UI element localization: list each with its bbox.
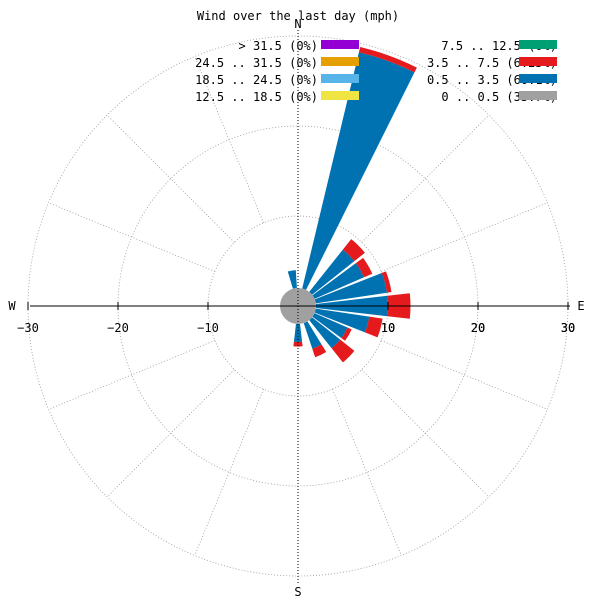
bar-segment-3-5-7-5 [358, 46, 417, 73]
bar-segment-0-5-3-5 [303, 321, 322, 349]
compass-north: N [294, 17, 301, 31]
chart-title: Wind over the last day (mph) [197, 9, 399, 23]
legend-swatch [519, 40, 557, 49]
bar-segment-0-5-3-5 [302, 52, 415, 290]
legend-label: 24.5 .. 31.5 (0%) [195, 56, 318, 70]
x-tick-label: 10 [381, 321, 395, 335]
y-tick-label: 10 [381, 321, 395, 335]
x-tick-label: 20 [471, 321, 485, 335]
y-tick-label: 20 [471, 321, 485, 335]
bar-segment-0-5-3-5 [312, 263, 365, 299]
axes [30, 30, 570, 585]
bar-segment-0-5-3-5 [314, 273, 388, 304]
legend-swatch [519, 91, 557, 100]
bar-segment-3-5-7-5 [312, 344, 327, 358]
bar-segment-0-5-3-5 [312, 313, 348, 339]
grid-spoke [380, 340, 548, 410]
bar-segment-0-5-3-5 [309, 249, 355, 295]
x-tick-label: −10 [197, 321, 219, 335]
x-tick-label: 30 [561, 321, 575, 335]
legend-label: 12.5 .. 18.5 (0%) [195, 90, 318, 104]
legend-swatch [321, 74, 359, 83]
grid-spoke [361, 369, 490, 498]
bar-segment-0-5-3-5 [314, 308, 370, 333]
wind-bars [280, 46, 417, 363]
y-tick-label: 30 [561, 321, 575, 335]
legend-label: > 31.5 (0%) [239, 39, 318, 53]
grid-spoke [106, 114, 235, 243]
legend-swatch [321, 57, 359, 66]
grid-spoke [380, 202, 548, 272]
grid-spoke [194, 56, 264, 224]
compass-south: S [294, 585, 301, 599]
legend-label: 18.5 .. 24.5 (0%) [195, 73, 318, 87]
grid-spoke [194, 388, 264, 556]
bar-segment-3-5-7-5 [355, 257, 373, 278]
legend: > 31.5 (0%) 24.5 .. 31.5 (0%) 18.5 .. 24.5… [195, 39, 557, 104]
bar-segment-3-5-7-5 [342, 239, 365, 262]
bar-segment-3-5-7-5 [341, 327, 352, 341]
bar-segment-3-5-7-5 [364, 316, 383, 338]
legend-swatch [321, 40, 359, 49]
bar-segment-0-5-3-5 [309, 317, 341, 349]
bar-segment-3-5-7-5 [331, 339, 355, 363]
compass-west: W [8, 299, 16, 313]
legend-swatch [519, 57, 557, 66]
bar-segment-3-5-7-5 [381, 271, 392, 293]
legend-swatch [321, 91, 359, 100]
legend-swatch [519, 74, 557, 83]
grid-spoke [48, 340, 216, 410]
grid-spoke [332, 388, 402, 556]
bar-segment-3-5-7-5 [293, 341, 303, 347]
bar-segment-0-5-3-5 [293, 323, 303, 342]
grid-spoke [48, 202, 216, 272]
bar-segment-0-5-3-5 [287, 270, 297, 289]
x-tick-label: −30 [17, 321, 39, 335]
compass-east: E [577, 299, 584, 313]
x-tick-label: −20 [107, 321, 129, 335]
